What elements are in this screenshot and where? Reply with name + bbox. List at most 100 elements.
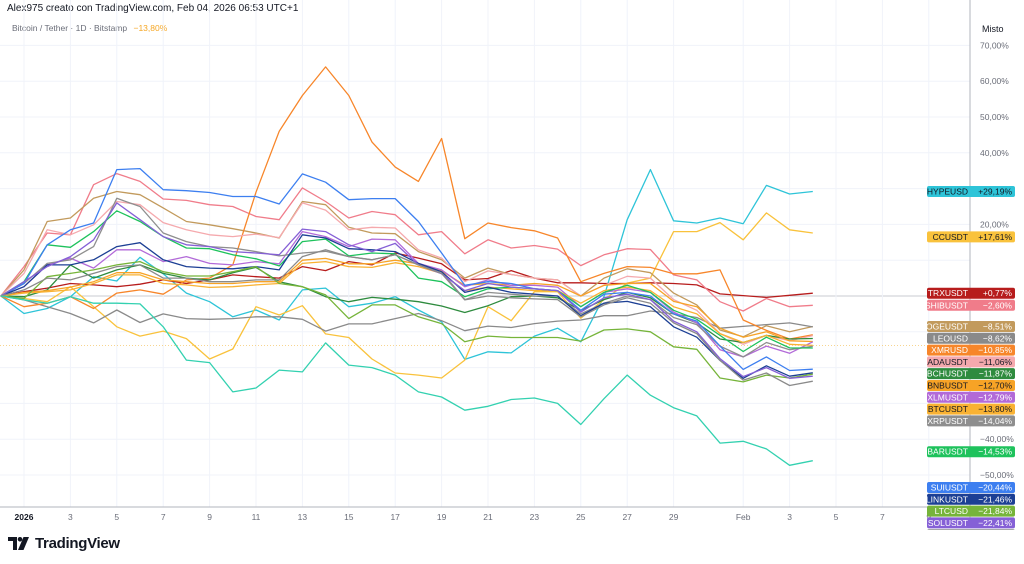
tradingview-logo-icon	[8, 537, 29, 550]
value-label-bg	[927, 185, 1015, 197]
tradingview-logo[interactable]: TradingView	[8, 535, 120, 552]
series-line-ltcusd[interactable]	[0, 260, 813, 383]
value-label-ethusdt: ETHUSDT−23,81%	[927, 529, 1015, 530]
series-line-ethusdt[interactable]	[0, 249, 813, 387]
x-tick-label: 3	[68, 512, 73, 522]
series-line-hypeusd[interactable]	[0, 168, 813, 361]
series-change: −22,41%	[978, 518, 1012, 528]
series-name: CCUSDT	[933, 232, 968, 242]
series-line-solusdt[interactable]	[0, 202, 813, 379]
scale-mode-label[interactable]: Misto	[982, 24, 1004, 34]
y-tick-label: −50,00%	[980, 470, 1014, 480]
value-label-bg	[927, 332, 1015, 344]
x-tick-label: 19	[437, 512, 447, 522]
value-label-leousd: LEOUSD −8,62%	[927, 332, 1015, 344]
series-change: −14,04%	[978, 416, 1012, 426]
x-tick-label: Feb	[736, 512, 751, 522]
series-line-hbarusdt[interactable]	[0, 210, 813, 353]
series-line-linkusdt[interactable]	[0, 234, 813, 379]
value-label-bg	[927, 344, 1015, 356]
series-change: −21,84%	[978, 506, 1012, 516]
series-change: −2,60%	[983, 300, 1013, 310]
series-name: DOGEUSDT	[920, 321, 968, 331]
x-tick-label: 3	[787, 512, 792, 522]
series-line-xmrusd[interactable]	[0, 66, 813, 340]
series-line-dogeusdt[interactable]	[0, 190, 813, 338]
x-tick-label: 21	[483, 512, 493, 522]
series-name: LEOUSD	[933, 333, 968, 343]
series-name: TRXUSDT	[928, 288, 968, 298]
series-line-ccusdt[interactable]	[0, 212, 813, 379]
series-line-adausdt[interactable]	[0, 200, 813, 345]
value-label-btcusdt: BTCUSDT −13,80%	[927, 403, 1015, 415]
value-label-bg	[927, 493, 1015, 505]
series-name: SOLUSDT	[928, 518, 968, 528]
x-tick-label: 2026	[15, 512, 34, 522]
y-tick-label: 20,00%	[980, 219, 1009, 229]
value-label-bg	[927, 403, 1015, 415]
series-line-shibusdt[interactable]	[0, 172, 813, 312]
comparison-chart[interactable]: Misto 70,00% 60,00% 50,00% 40,00% 20,00% −40,…	[0, 0, 1024, 530]
x-tick-label: 9	[207, 512, 212, 522]
series-change: +17,61%	[978, 232, 1012, 242]
x-tick-label: 17	[390, 512, 400, 522]
series-name: XLMUSDT	[927, 392, 968, 402]
value-label-bg	[927, 446, 1015, 458]
series-line-bnbusdt[interactable]	[0, 257, 813, 343]
value-label-bg	[927, 320, 1015, 332]
value-label-bg	[927, 231, 1015, 243]
value-label-xlmusdt: XLMUSDT −12,79%	[927, 391, 1015, 403]
series-name: BCHUSDT	[927, 369, 968, 379]
y-axis[interactable]: 70,00% 60,00% 50,00% 40,00% 20,00% −40,00% −50…	[980, 40, 1014, 480]
series-change: −8,62%	[983, 333, 1013, 343]
series-name: ADAUSDT	[927, 357, 968, 367]
value-label-adausdt: ADAUSDT −11,06%	[927, 356, 1015, 368]
grid	[0, 0, 970, 507]
series-line-btcusdt[interactable]	[0, 260, 813, 347]
value-label-bg	[927, 356, 1015, 368]
tradingview-logo-text: TradingView	[35, 535, 120, 552]
value-label-bg	[927, 379, 1015, 391]
value-label-bg	[927, 299, 1015, 311]
value-label-solusdt: SOLUSDT −22,41%	[927, 517, 1015, 529]
series-line-trxusdt[interactable]	[0, 252, 813, 299]
series-name: BNBUSDT	[927, 380, 968, 390]
series-lines	[0, 66, 814, 466]
series-change: −12,70%	[978, 380, 1012, 390]
series-name: XRPUSDT	[927, 416, 968, 426]
series-line-zecusdt[interactable]	[0, 295, 813, 466]
series-change: +0,77%	[983, 288, 1013, 298]
y-tick-label: 60,00%	[980, 76, 1009, 86]
value-label-ltcusd: LTCUSD −21,84%	[927, 505, 1015, 517]
x-tick-label: 29	[669, 512, 679, 522]
y-tick-label: −40,00%	[980, 434, 1014, 444]
series-name: HBARUSDT	[921, 447, 968, 457]
series-line-xlmusdt[interactable]	[0, 230, 814, 358]
chart-attribution: Alex975 creato con TradingView.com, Feb …	[7, 3, 299, 14]
series-change: −11,87%	[979, 369, 1013, 379]
series-line-suiusdt[interactable]	[0, 167, 813, 372]
value-label-bg	[927, 517, 1015, 529]
x-axis[interactable]: 2026 3 5 7 9 11 13 15 17 19 21 23 25 27 29 Feb 3 5 7 9	[15, 512, 932, 522]
value-label-bg	[927, 529, 1015, 530]
value-label-xmrusd: XMRUSD −10,85%	[927, 344, 1015, 356]
x-tick-label: 13	[298, 512, 308, 522]
value-label-bg	[927, 391, 1015, 403]
series-change: −21,46%	[978, 494, 1012, 504]
symbol-legend[interactable]: Bitcoin / Tether · 1D · Bitstamp −13,80%	[12, 23, 167, 33]
x-tick-label: 7	[880, 512, 885, 522]
series-change: −14,53%	[978, 447, 1012, 457]
x-tick-label: 25	[576, 512, 586, 522]
series-change: −10,85%	[978, 345, 1012, 355]
x-tick-label: 5	[114, 512, 119, 522]
series-name: XMRUSD	[931, 345, 968, 355]
value-label-bg	[927, 505, 1015, 517]
series-name: SUIUSDT	[931, 483, 968, 493]
series-change: −8,51%	[983, 321, 1013, 331]
value-label-bchusdt: BCHUSDT −11,87%	[927, 368, 1015, 380]
value-label-dogeusdt: DOGEUSDT −8,51%	[920, 320, 1015, 332]
series-value-labels: HYPEUSD +29,19% CCUSDT +17,61% TRXUSDT +0,77%…	[920, 185, 1015, 530]
value-label-ccusdt: CCUSDT +17,61%	[927, 231, 1015, 243]
series-name: HYPEUSD	[927, 186, 968, 196]
symbol-description: Bitcoin / Tether · 1D · Bitstamp	[12, 23, 128, 33]
